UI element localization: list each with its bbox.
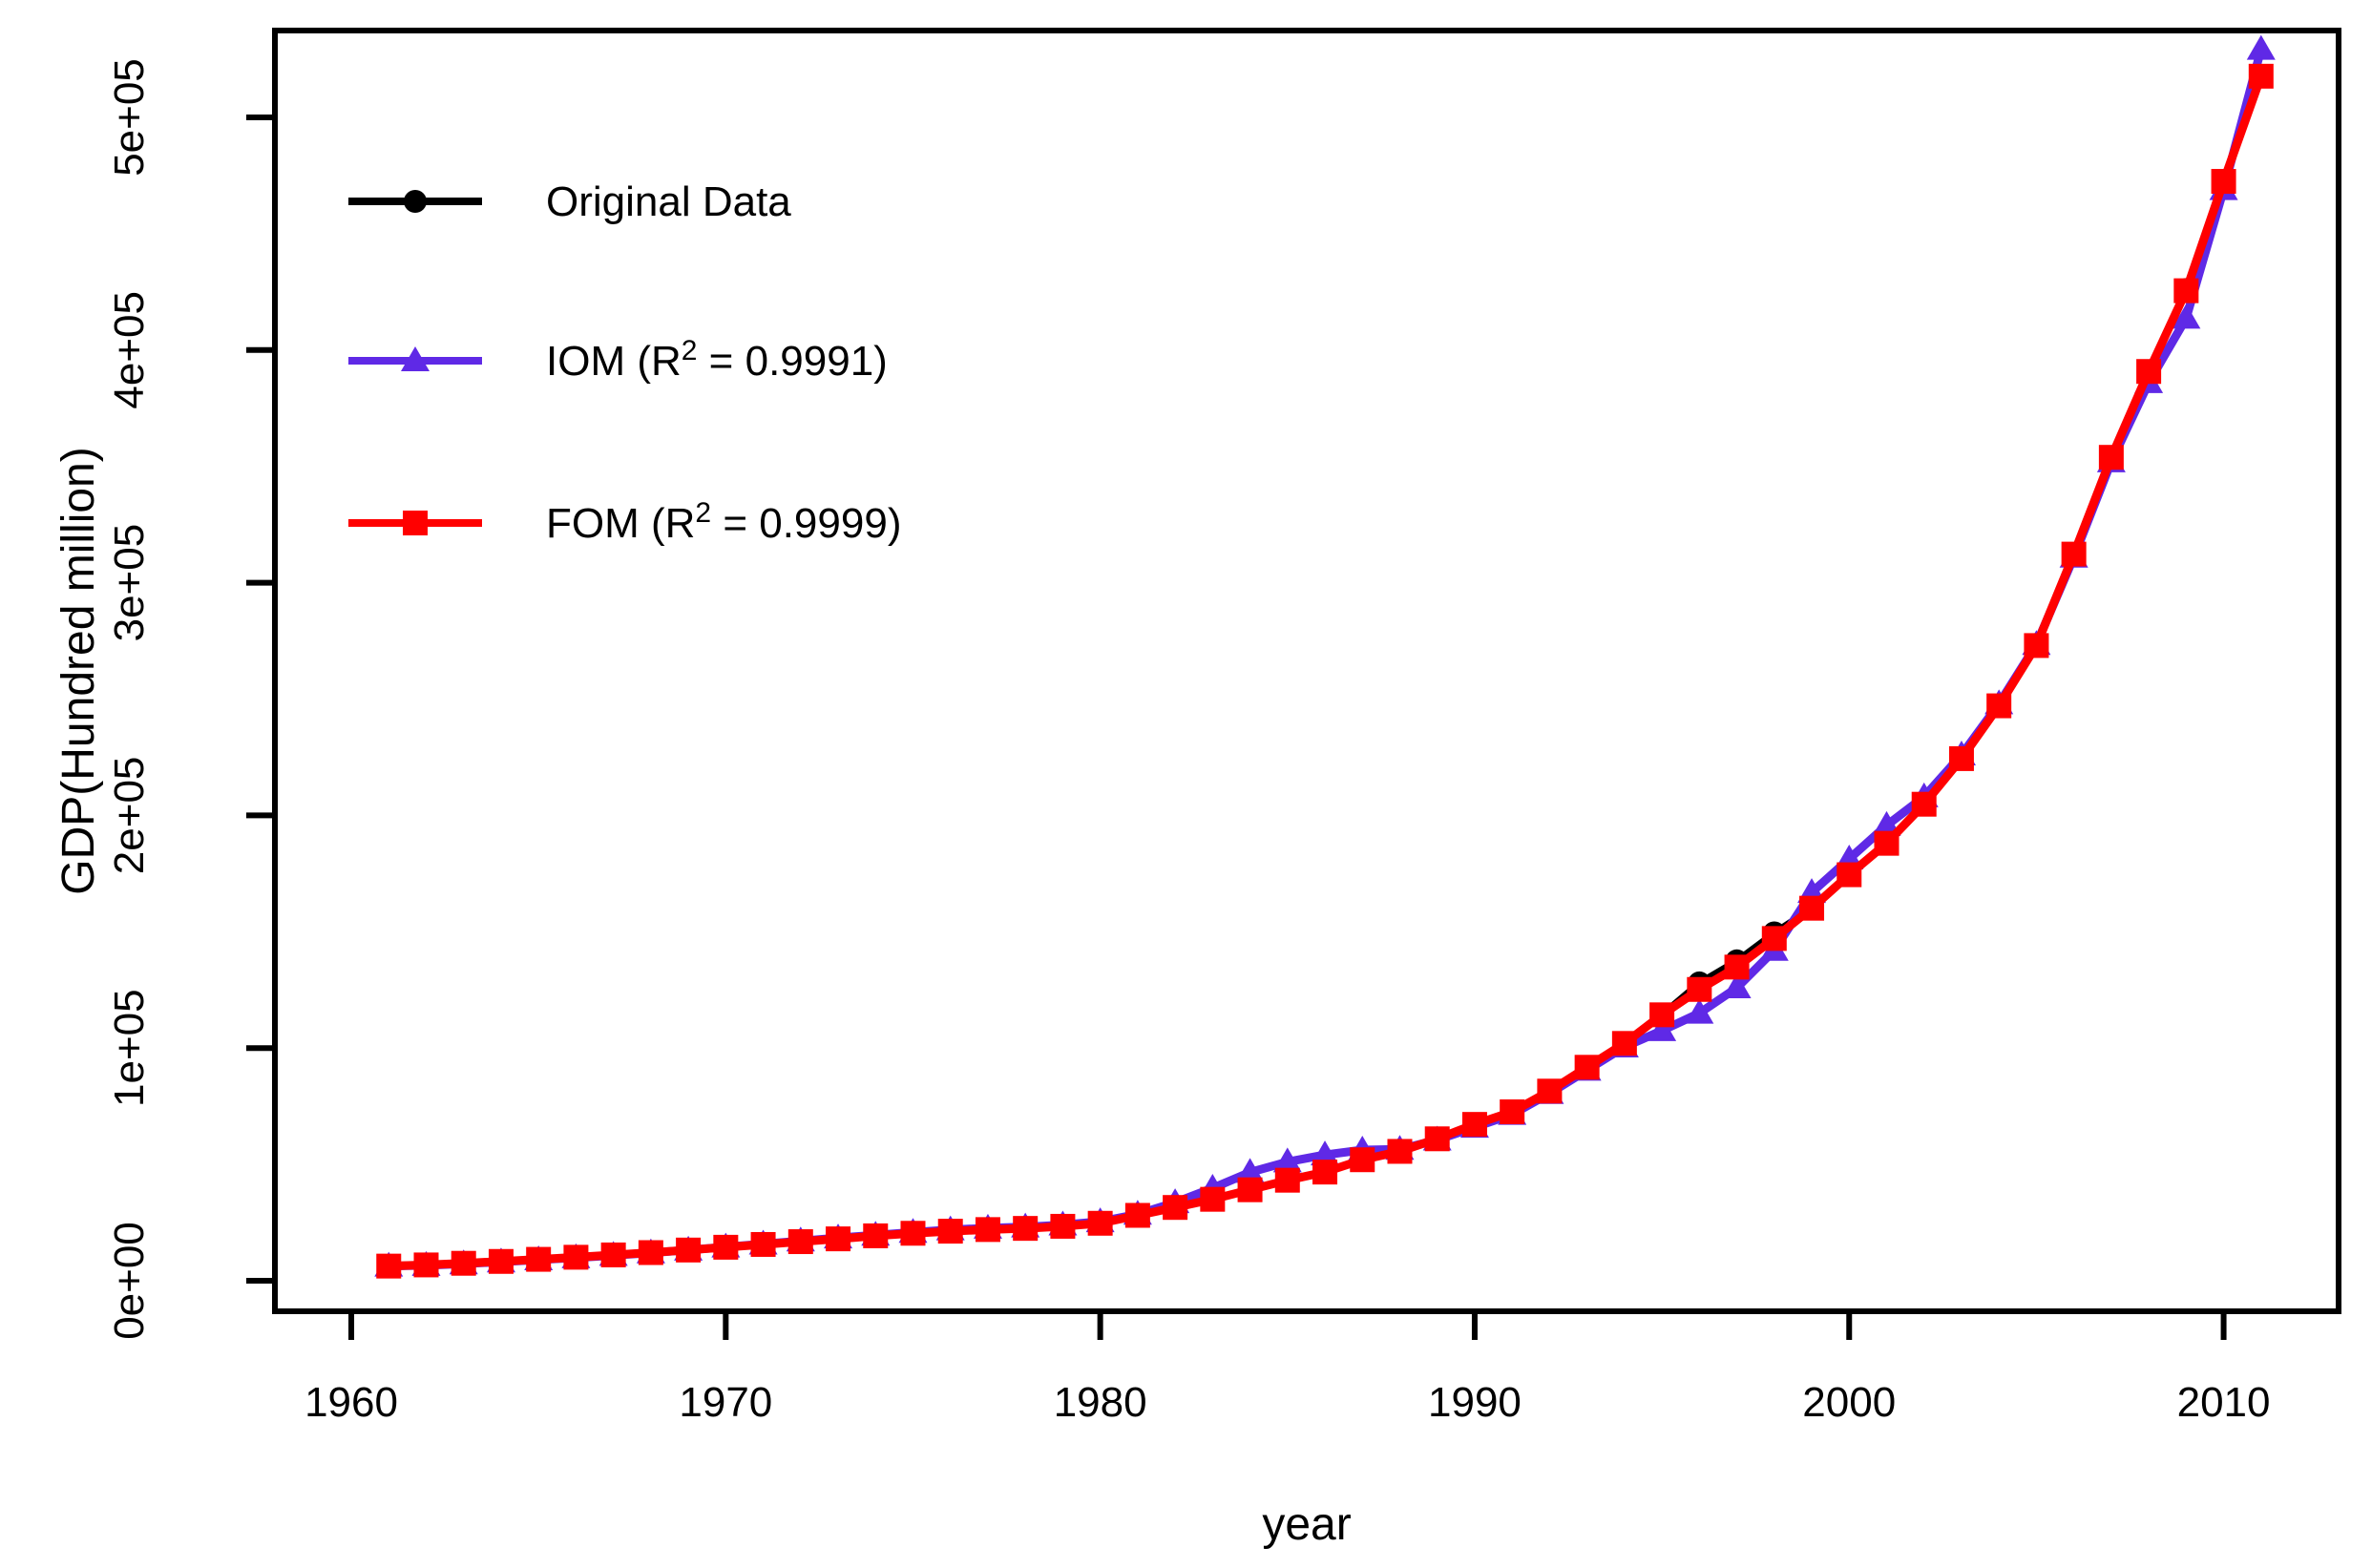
y-tick-label: 4e+05 bbox=[106, 291, 153, 409]
data-point-fom bbox=[1237, 1177, 1263, 1202]
y-tick-label: 3e+05 bbox=[106, 524, 153, 642]
data-point-fom bbox=[1424, 1126, 1450, 1152]
legend-marker-iom bbox=[401, 346, 430, 371]
data-point-fom bbox=[2098, 445, 2124, 470]
legend-marker-fom bbox=[403, 511, 428, 535]
data-point-iom bbox=[1272, 1147, 1302, 1173]
data-point-fom bbox=[1799, 895, 1825, 921]
legend-label-iom: IOM (R2 = 0.9991) bbox=[546, 335, 888, 385]
data-point-fom bbox=[1687, 976, 1712, 1002]
legend-label-original-data: Original Data bbox=[546, 178, 791, 225]
data-point-fom bbox=[451, 1250, 476, 1276]
y-tick-label: 1e+05 bbox=[106, 989, 153, 1107]
data-point-fom bbox=[750, 1231, 776, 1257]
series-line-fom bbox=[388, 74, 2266, 1271]
data-point-fom bbox=[2248, 63, 2274, 89]
x-axis-title: year bbox=[1262, 1499, 1351, 1550]
x-tick-label: 1970 bbox=[679, 1379, 772, 1426]
x-tick-label: 1990 bbox=[1428, 1379, 1522, 1426]
data-point-fom bbox=[1013, 1216, 1039, 1242]
data-point-fom bbox=[1649, 1002, 1675, 1028]
data-point-fom bbox=[1350, 1147, 1375, 1173]
data-point-fom bbox=[1724, 954, 1750, 980]
data-point-fom bbox=[1050, 1213, 1076, 1239]
data-point-fom bbox=[1274, 1167, 1300, 1193]
data-point-fom bbox=[413, 1252, 439, 1278]
data-point-fom bbox=[1611, 1031, 1637, 1056]
data-point-fom bbox=[2173, 278, 2199, 303]
data-point-fom bbox=[1986, 693, 2012, 719]
series-line-iom bbox=[388, 48, 2266, 1271]
data-point-fom bbox=[900, 1221, 926, 1246]
data-point-fom bbox=[826, 1226, 851, 1252]
data-point-fom bbox=[1461, 1112, 1487, 1138]
data-point-fom bbox=[1948, 745, 1974, 771]
data-point-iom bbox=[2246, 34, 2276, 60]
data-point-fom bbox=[1574, 1055, 1600, 1080]
data-point-fom bbox=[2136, 359, 2162, 385]
data-point-fom bbox=[488, 1248, 514, 1274]
data-point-fom bbox=[526, 1246, 552, 1272]
data-point-fom bbox=[713, 1234, 739, 1260]
data-point-fom bbox=[600, 1242, 626, 1267]
data-point-fom bbox=[1911, 791, 1937, 817]
x-tick-label: 1960 bbox=[304, 1379, 398, 1426]
data-point-fom bbox=[563, 1244, 589, 1270]
data-point-fom bbox=[1312, 1160, 1338, 1185]
y-tick-label: 5e+05 bbox=[106, 58, 153, 177]
data-point-fom bbox=[2061, 541, 2087, 567]
data-point-iom bbox=[1685, 998, 1714, 1024]
plot-border bbox=[272, 28, 2341, 1314]
data-point-fom bbox=[1163, 1195, 1188, 1221]
data-point-fom bbox=[2211, 169, 2236, 195]
data-point-iom bbox=[1722, 973, 1752, 999]
data-point-fom bbox=[1387, 1139, 1413, 1164]
data-point-iom bbox=[1648, 1015, 1677, 1041]
series-line-original-data bbox=[388, 74, 2265, 1270]
y-tick-label: 0e+00 bbox=[106, 1222, 153, 1340]
data-point-fom bbox=[1874, 830, 1900, 856]
data-point-fom bbox=[937, 1219, 963, 1244]
legend-label-fom: FOM (R2 = 0.9999) bbox=[546, 497, 901, 547]
data-point-fom bbox=[376, 1253, 402, 1279]
data-point-fom bbox=[676, 1237, 702, 1263]
data-point-iom bbox=[2172, 303, 2201, 329]
data-point-fom bbox=[975, 1217, 1000, 1243]
y-tick-label: 2e+05 bbox=[106, 757, 153, 875]
data-point-fom bbox=[863, 1223, 889, 1248]
data-point-fom bbox=[1124, 1202, 1150, 1228]
data-point-fom bbox=[787, 1229, 813, 1255]
legend-marker-original-data bbox=[404, 190, 427, 213]
data-point-fom bbox=[1087, 1210, 1113, 1236]
data-point-iom bbox=[1235, 1158, 1265, 1183]
data-point-fom bbox=[1500, 1099, 1525, 1125]
x-tick-label: 1980 bbox=[1054, 1379, 1147, 1426]
data-point-fom bbox=[1537, 1078, 1563, 1104]
data-point-fom bbox=[638, 1240, 663, 1265]
data-point-fom bbox=[1837, 862, 1862, 888]
x-tick-label: 2000 bbox=[1802, 1379, 1896, 1426]
x-tick-label: 2010 bbox=[2177, 1379, 2271, 1426]
data-point-fom bbox=[1200, 1186, 1226, 1212]
data-point-fom bbox=[2024, 633, 2049, 659]
data-point-fom bbox=[1761, 926, 1787, 951]
data-point-iom bbox=[1311, 1140, 1340, 1166]
y-axis-title: GDP(Hundred million) bbox=[53, 447, 104, 894]
